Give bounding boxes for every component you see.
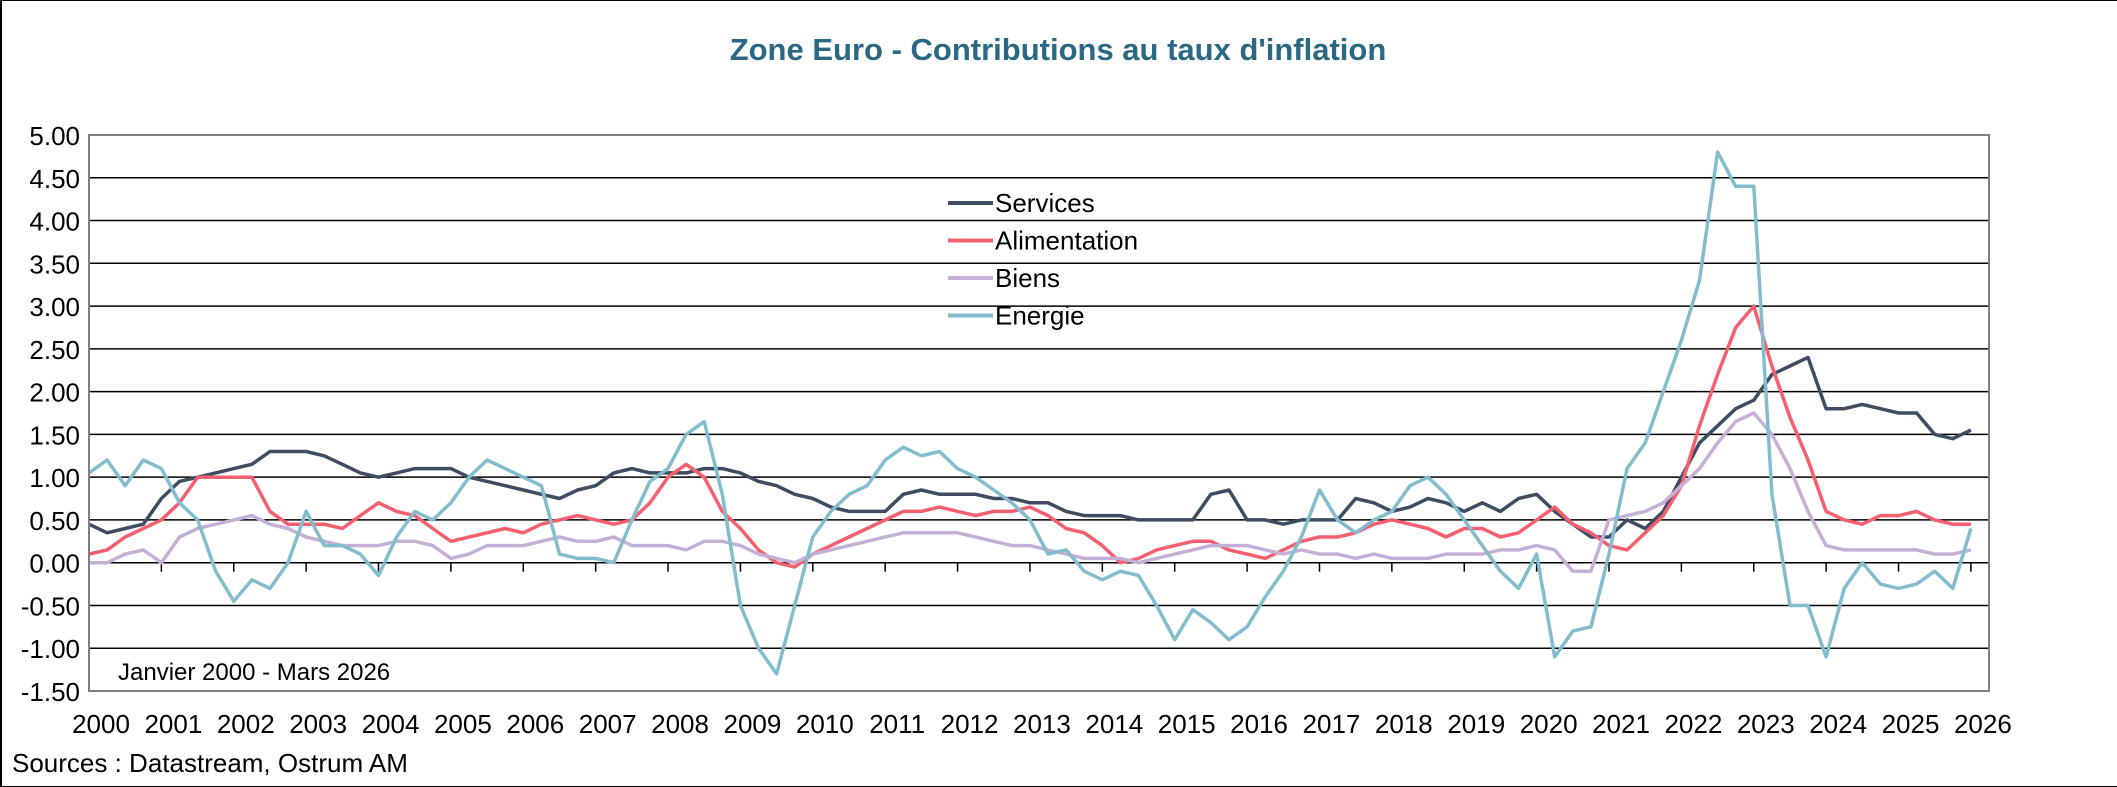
- legend-label-biens: Biens: [995, 263, 1060, 293]
- y-tick-label: 5.00: [29, 121, 80, 151]
- x-tick-label: 2017: [1303, 709, 1361, 739]
- chart-title: Zone Euro - Contributions au taux d'infl…: [730, 32, 1387, 67]
- y-tick-label: -1.50: [21, 677, 80, 707]
- x-tick-label: 2022: [1664, 709, 1722, 739]
- x-tick-label: 2006: [506, 709, 564, 739]
- x-tick-label: 2024: [1809, 709, 1867, 739]
- y-tick-label: 2.50: [29, 335, 80, 365]
- y-tick-label: 4.50: [29, 164, 80, 194]
- y-tick-label: 3.00: [29, 292, 80, 322]
- y-tick-label: 0.50: [29, 506, 80, 536]
- x-tick-label: 2005: [434, 709, 492, 739]
- y-tick-label: 1.50: [29, 420, 80, 450]
- y-tick-label: 3.50: [29, 249, 80, 279]
- x-tick-label: 2018: [1375, 709, 1433, 739]
- x-tick-label: 2023: [1737, 709, 1795, 739]
- x-tick-label: 2013: [1013, 709, 1071, 739]
- series-line-energie: [87, 150, 1973, 676]
- x-tick-label: 2014: [1085, 709, 1143, 739]
- x-axis: 2000 2001 2002 2003 2004 2005 2006 2007 2008 2009…: [72, 562, 2012, 739]
- gridlines: [89, 177, 1989, 649]
- x-tick-label: 2004: [362, 709, 420, 739]
- x-tick-label: 2007: [579, 709, 637, 739]
- date-range-annotation: Janvier 2000 - Mars 2026: [118, 659, 390, 686]
- x-tick-label: 2002: [217, 709, 275, 739]
- y-axis: 5.00 4.50 4.00 3.50 3.00 2.50 2.00 1.50 1.00 0.50…: [21, 121, 80, 707]
- y-tick-label: 1.00: [29, 463, 80, 493]
- x-tick-label: 2021: [1592, 709, 1650, 739]
- y-tick-label: 4.00: [29, 207, 80, 237]
- x-tick-label: 2012: [941, 709, 999, 739]
- x-tick-label: 2025: [1882, 709, 1940, 739]
- x-tick-label: 2000: [72, 709, 130, 739]
- y-tick-label: -0.50: [21, 591, 80, 621]
- x-tick-label: 2020: [1520, 709, 1578, 739]
- legend-label-energie: Energie: [995, 301, 1085, 331]
- y-tick-label: 2.00: [29, 378, 80, 408]
- series-line-alimentation: [88, 304, 1971, 569]
- x-tick-label: 2019: [1447, 709, 1505, 739]
- plot-area-border: [88, 134, 1990, 692]
- x-tick-label: 2015: [1158, 709, 1216, 739]
- y-tick-label: -1.00: [21, 634, 80, 664]
- x-tick-label: 2011: [869, 709, 925, 739]
- x-tick-label: 2026: [1954, 709, 2012, 739]
- x-tick-label: 2001: [144, 709, 202, 739]
- x-tick-label: 2009: [724, 709, 782, 739]
- legend-label-services: Services: [995, 188, 1095, 218]
- series-line-services: [88, 355, 1972, 539]
- x-tick-label: 2016: [1230, 709, 1288, 739]
- legend: Services Alimentation Biens Energie: [948, 188, 1138, 331]
- source-note: Sources : Datastream, Ostrum AM: [12, 748, 408, 778]
- series-lines: [87, 150, 1973, 676]
- series-line-biens: [89, 411, 1972, 573]
- legend-label-alimentation: Alimentation: [995, 226, 1138, 256]
- x-tick-label: 2003: [289, 709, 347, 739]
- x-tick-label: 2008: [651, 709, 709, 739]
- x-tick-label: 2010: [796, 709, 854, 739]
- y-tick-label: 0.00: [29, 549, 80, 579]
